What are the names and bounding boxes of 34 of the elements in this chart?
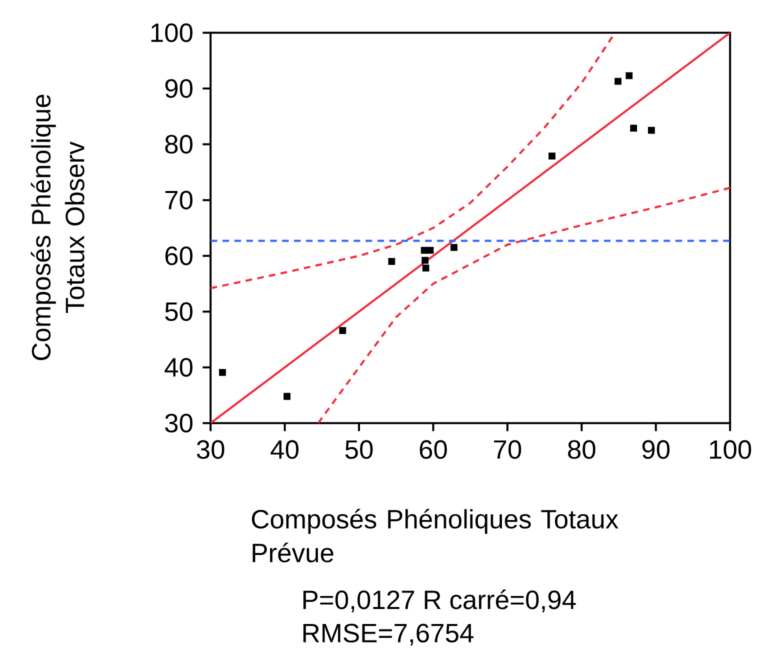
point [422,256,429,264]
y-axis-title: Composés Phénolique Totaux Observ [30,94,84,360]
x-tick-label: 30 [196,440,224,459]
point [388,258,396,265]
x-tick-label: 80 [568,440,596,459]
point [630,124,638,132]
text: RMSE=7,6754 [303,624,474,646]
point [284,392,290,400]
point [614,78,622,85]
point [450,244,458,251]
y-tick-label: 70 [165,190,192,210]
x-tick-label: 90 [642,440,670,459]
y-tick-label: 90 [165,78,192,98]
x-tick-label: 70 [494,440,522,459]
point [548,152,556,160]
text: P=0,0127 R carré=0,94 [303,589,576,612]
x-tick-label: 60 [420,440,447,459]
x-tick-label: 100 [710,440,752,459]
line-series [317,186,730,423]
point [422,264,430,272]
y-tick-label: 80 [165,134,192,154]
point [648,126,655,134]
point [626,72,633,79]
x-tick-label: 50 [345,440,373,459]
point [339,326,346,334]
y-tick-label: 60 [165,246,192,265]
y-tick-label: 30 [165,414,192,432]
y-tick-label: 50 [165,302,192,321]
point [219,368,226,376]
y-tick-label: 100 [151,23,192,42]
x-tick-label: 40 [270,440,298,459]
y-tick-label: 40 [164,358,192,377]
x-axis-title: Composés Phénoliques Totaux Prévue [252,508,618,562]
point [426,246,434,254]
